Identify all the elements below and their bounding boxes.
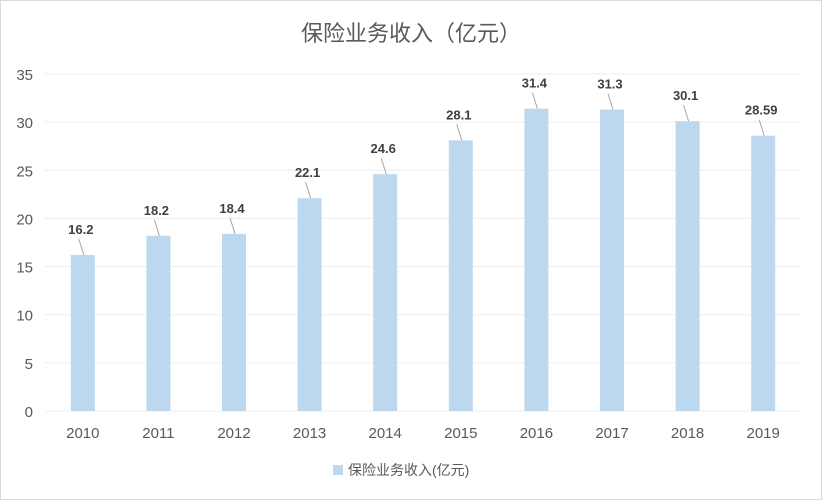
- data-label: 24.6: [371, 141, 396, 156]
- x-tick-label: 2015: [444, 425, 477, 442]
- legend-swatch: [333, 465, 343, 475]
- bar: [373, 174, 398, 411]
- data-label: 28.59: [745, 103, 778, 118]
- legend: 保险业务收入(亿元): [333, 462, 469, 478]
- bar: [222, 233, 246, 411]
- y-tick-label: 25: [16, 163, 33, 180]
- data-label: 31.4: [522, 76, 548, 91]
- bar: [524, 108, 549, 412]
- leader-line: [229, 217, 236, 234]
- x-tick-label: 2010: [66, 425, 99, 442]
- leader-line: [153, 219, 160, 236]
- data-label: 16.2: [68, 222, 93, 237]
- bar: [600, 109, 624, 411]
- bar: [675, 121, 700, 412]
- bar: [70, 255, 95, 411]
- leader-line: [456, 124, 463, 141]
- x-tick-label: 2011: [142, 425, 174, 442]
- leader-line: [607, 93, 614, 110]
- y-tick-label: 20: [16, 211, 33, 228]
- x-tick-label: 2016: [520, 425, 553, 442]
- legend-label: 保险业务收入(亿元): [348, 462, 469, 478]
- leader-line: [380, 157, 387, 175]
- data-label: 22.1: [295, 165, 320, 180]
- leader-line: [683, 105, 690, 122]
- bar: [146, 235, 171, 411]
- x-tick-label: 2013: [293, 425, 326, 442]
- leader-line: [305, 182, 312, 199]
- leader-line: [758, 119, 765, 136]
- y-tick-label: 35: [16, 67, 33, 84]
- y-tick-label: 30: [16, 115, 33, 132]
- y-tick-label: 5: [25, 356, 33, 373]
- y-tick-label: 0: [25, 404, 33, 421]
- data-label: 30.1: [673, 88, 698, 103]
- bar: [751, 135, 776, 411]
- data-label: 18.4: [219, 201, 245, 216]
- leader-line: [531, 92, 538, 109]
- y-tick-label: 10: [16, 308, 33, 325]
- bar: [448, 140, 473, 412]
- y-tick-label: 15: [16, 260, 33, 277]
- x-tick-label: 2012: [217, 425, 250, 442]
- data-label: 31.3: [597, 77, 622, 92]
- leader-line: [78, 238, 85, 256]
- data-label: 18.2: [144, 203, 169, 218]
- x-tick-label: 2019: [747, 425, 780, 442]
- x-tick-label: 2018: [671, 425, 704, 442]
- x-tick-label: 2017: [595, 425, 628, 442]
- chart-title: 保险业务收入（亿元）: [301, 21, 521, 46]
- bar: [297, 198, 322, 411]
- x-tick-label: 2014: [369, 425, 402, 442]
- data-label: 28.1: [446, 107, 471, 122]
